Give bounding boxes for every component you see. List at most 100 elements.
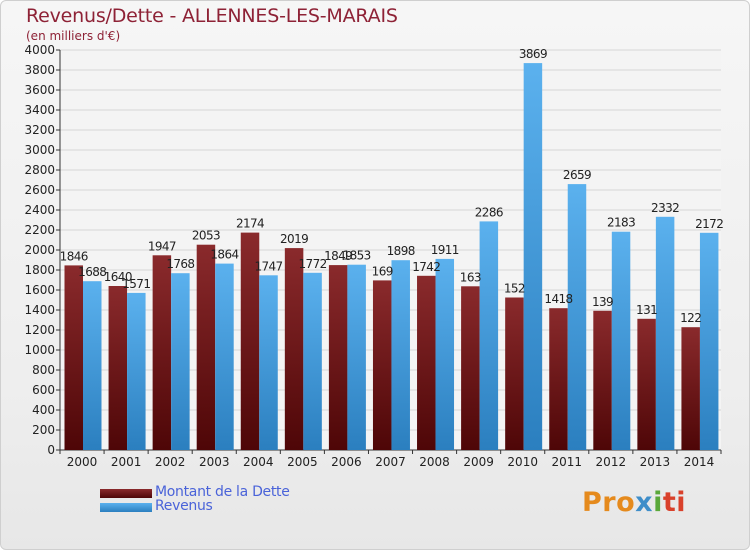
data-label: 1947 [148, 239, 176, 253]
y-tick-label: 1400 [24, 303, 55, 317]
data-label: 152 [504, 282, 525, 296]
chart-title: Revenus/Dette - ALLENNES-LES-MARAIS [26, 5, 398, 27]
bar-debt [681, 327, 700, 450]
data-label: 131 [636, 303, 657, 317]
logo-part: ti [662, 487, 687, 518]
bar-revenus [215, 263, 234, 450]
y-tick-label: 200 [32, 423, 55, 437]
data-label: 1571 [122, 277, 150, 291]
bars [64, 63, 719, 450]
bar-revenus [391, 260, 410, 450]
bar-revenus [699, 232, 719, 450]
y-tick-label: 1000 [24, 343, 55, 357]
data-label: 139 [592, 295, 613, 309]
x-tick-label: 2006 [331, 455, 362, 469]
bar-debt [108, 286, 128, 450]
logo-part: x [635, 487, 654, 518]
y-tick-label: 2200 [24, 223, 55, 237]
x-tick-label: 2002 [155, 455, 186, 469]
y-tick-label: 2600 [24, 183, 55, 197]
data-label: 1418 [544, 292, 572, 306]
data-label: 2183 [607, 216, 635, 230]
y-tick-label: 3000 [24, 143, 55, 157]
data-label: 1864 [210, 248, 238, 262]
data-label: 1747 [254, 259, 282, 273]
y-tick-label: 1600 [24, 283, 55, 297]
y-tick-label: 2400 [24, 203, 55, 217]
x-tick-label: 2000 [67, 455, 98, 469]
data-label: 2053 [192, 229, 220, 243]
legend-swatch-revenus [100, 503, 152, 512]
data-label: 1688 [78, 265, 106, 279]
bar-debt [593, 310, 612, 450]
bar-revenus [259, 275, 278, 450]
data-label: 2286 [475, 205, 503, 219]
legend-label-debt: Montant de la Dette [155, 484, 290, 500]
y-tick-label: 600 [32, 383, 55, 397]
bar-debt [637, 318, 656, 450]
x-tick-label: 2013 [640, 455, 671, 469]
data-label: 2174 [236, 217, 264, 231]
chart-subtitle: (en milliers d'€) [26, 29, 121, 43]
x-tick-label: 2005 [287, 455, 318, 469]
data-label: 163 [460, 270, 481, 284]
x-tick-label: 2007 [375, 455, 406, 469]
data-label: 1772 [299, 257, 327, 271]
data-label: 169 [372, 264, 393, 278]
x-tick-label: 2011 [551, 455, 582, 469]
y-tick-label: 3800 [24, 63, 55, 77]
data-label: 1742 [412, 260, 440, 274]
data-label: 1768 [166, 257, 194, 271]
y-tick-label: 1200 [24, 323, 55, 337]
bar-debt [549, 308, 568, 450]
bar-revenus [303, 272, 322, 450]
y-tick-label: 2000 [24, 243, 55, 257]
data-label: 1846 [60, 249, 88, 263]
bar-revenus [523, 63, 543, 450]
bar-revenus [347, 264, 366, 450]
data-label: 1849 [324, 249, 352, 263]
bar-revenus [611, 231, 631, 450]
y-tick-label: 1800 [24, 263, 55, 277]
logo-part: i [653, 487, 663, 518]
bar-debt [64, 265, 83, 450]
legend-swatch-debt [100, 489, 152, 498]
y-tick-label: 800 [32, 363, 55, 377]
data-label: 1640 [104, 270, 132, 284]
data-label: 1898 [387, 244, 415, 258]
x-tick-label: 2003 [199, 455, 230, 469]
bar-debt [372, 280, 392, 450]
bar-debt [284, 248, 304, 450]
data-label: 122 [680, 311, 701, 325]
bar-revenus [83, 281, 102, 450]
data-label: 3869 [519, 47, 547, 61]
data-label: 1911 [431, 243, 459, 257]
bar-debt [461, 286, 480, 450]
y-tick-label: 3400 [24, 103, 55, 117]
bar-revenus [567, 184, 587, 450]
proxiti-logo: Proxiti [582, 487, 686, 518]
y-tick-label: 3600 [24, 83, 55, 97]
data-label: 2019 [280, 232, 308, 246]
x-tick-label: 2014 [684, 455, 715, 469]
y-tick-label: 0 [47, 443, 55, 457]
bar-debt [417, 275, 436, 450]
x-tick-label: 2009 [463, 455, 494, 469]
y-tick-label: 2800 [24, 163, 55, 177]
data-label: 2659 [563, 168, 591, 182]
data-label: 1853 [343, 249, 371, 263]
bar-revenus [655, 216, 675, 450]
x-tick-label: 2008 [419, 455, 450, 469]
bar-debt [505, 297, 524, 450]
bar-debt [328, 265, 348, 450]
y-tick-label: 400 [32, 403, 55, 417]
logo-part: Pro [582, 487, 636, 518]
bar-revenus [479, 221, 499, 450]
x-tick-label: 2001 [111, 455, 142, 469]
bar-debt [196, 244, 216, 450]
bar-revenus [171, 273, 190, 450]
bar-revenus [435, 258, 455, 450]
y-tick-label: 4000 [24, 43, 55, 57]
